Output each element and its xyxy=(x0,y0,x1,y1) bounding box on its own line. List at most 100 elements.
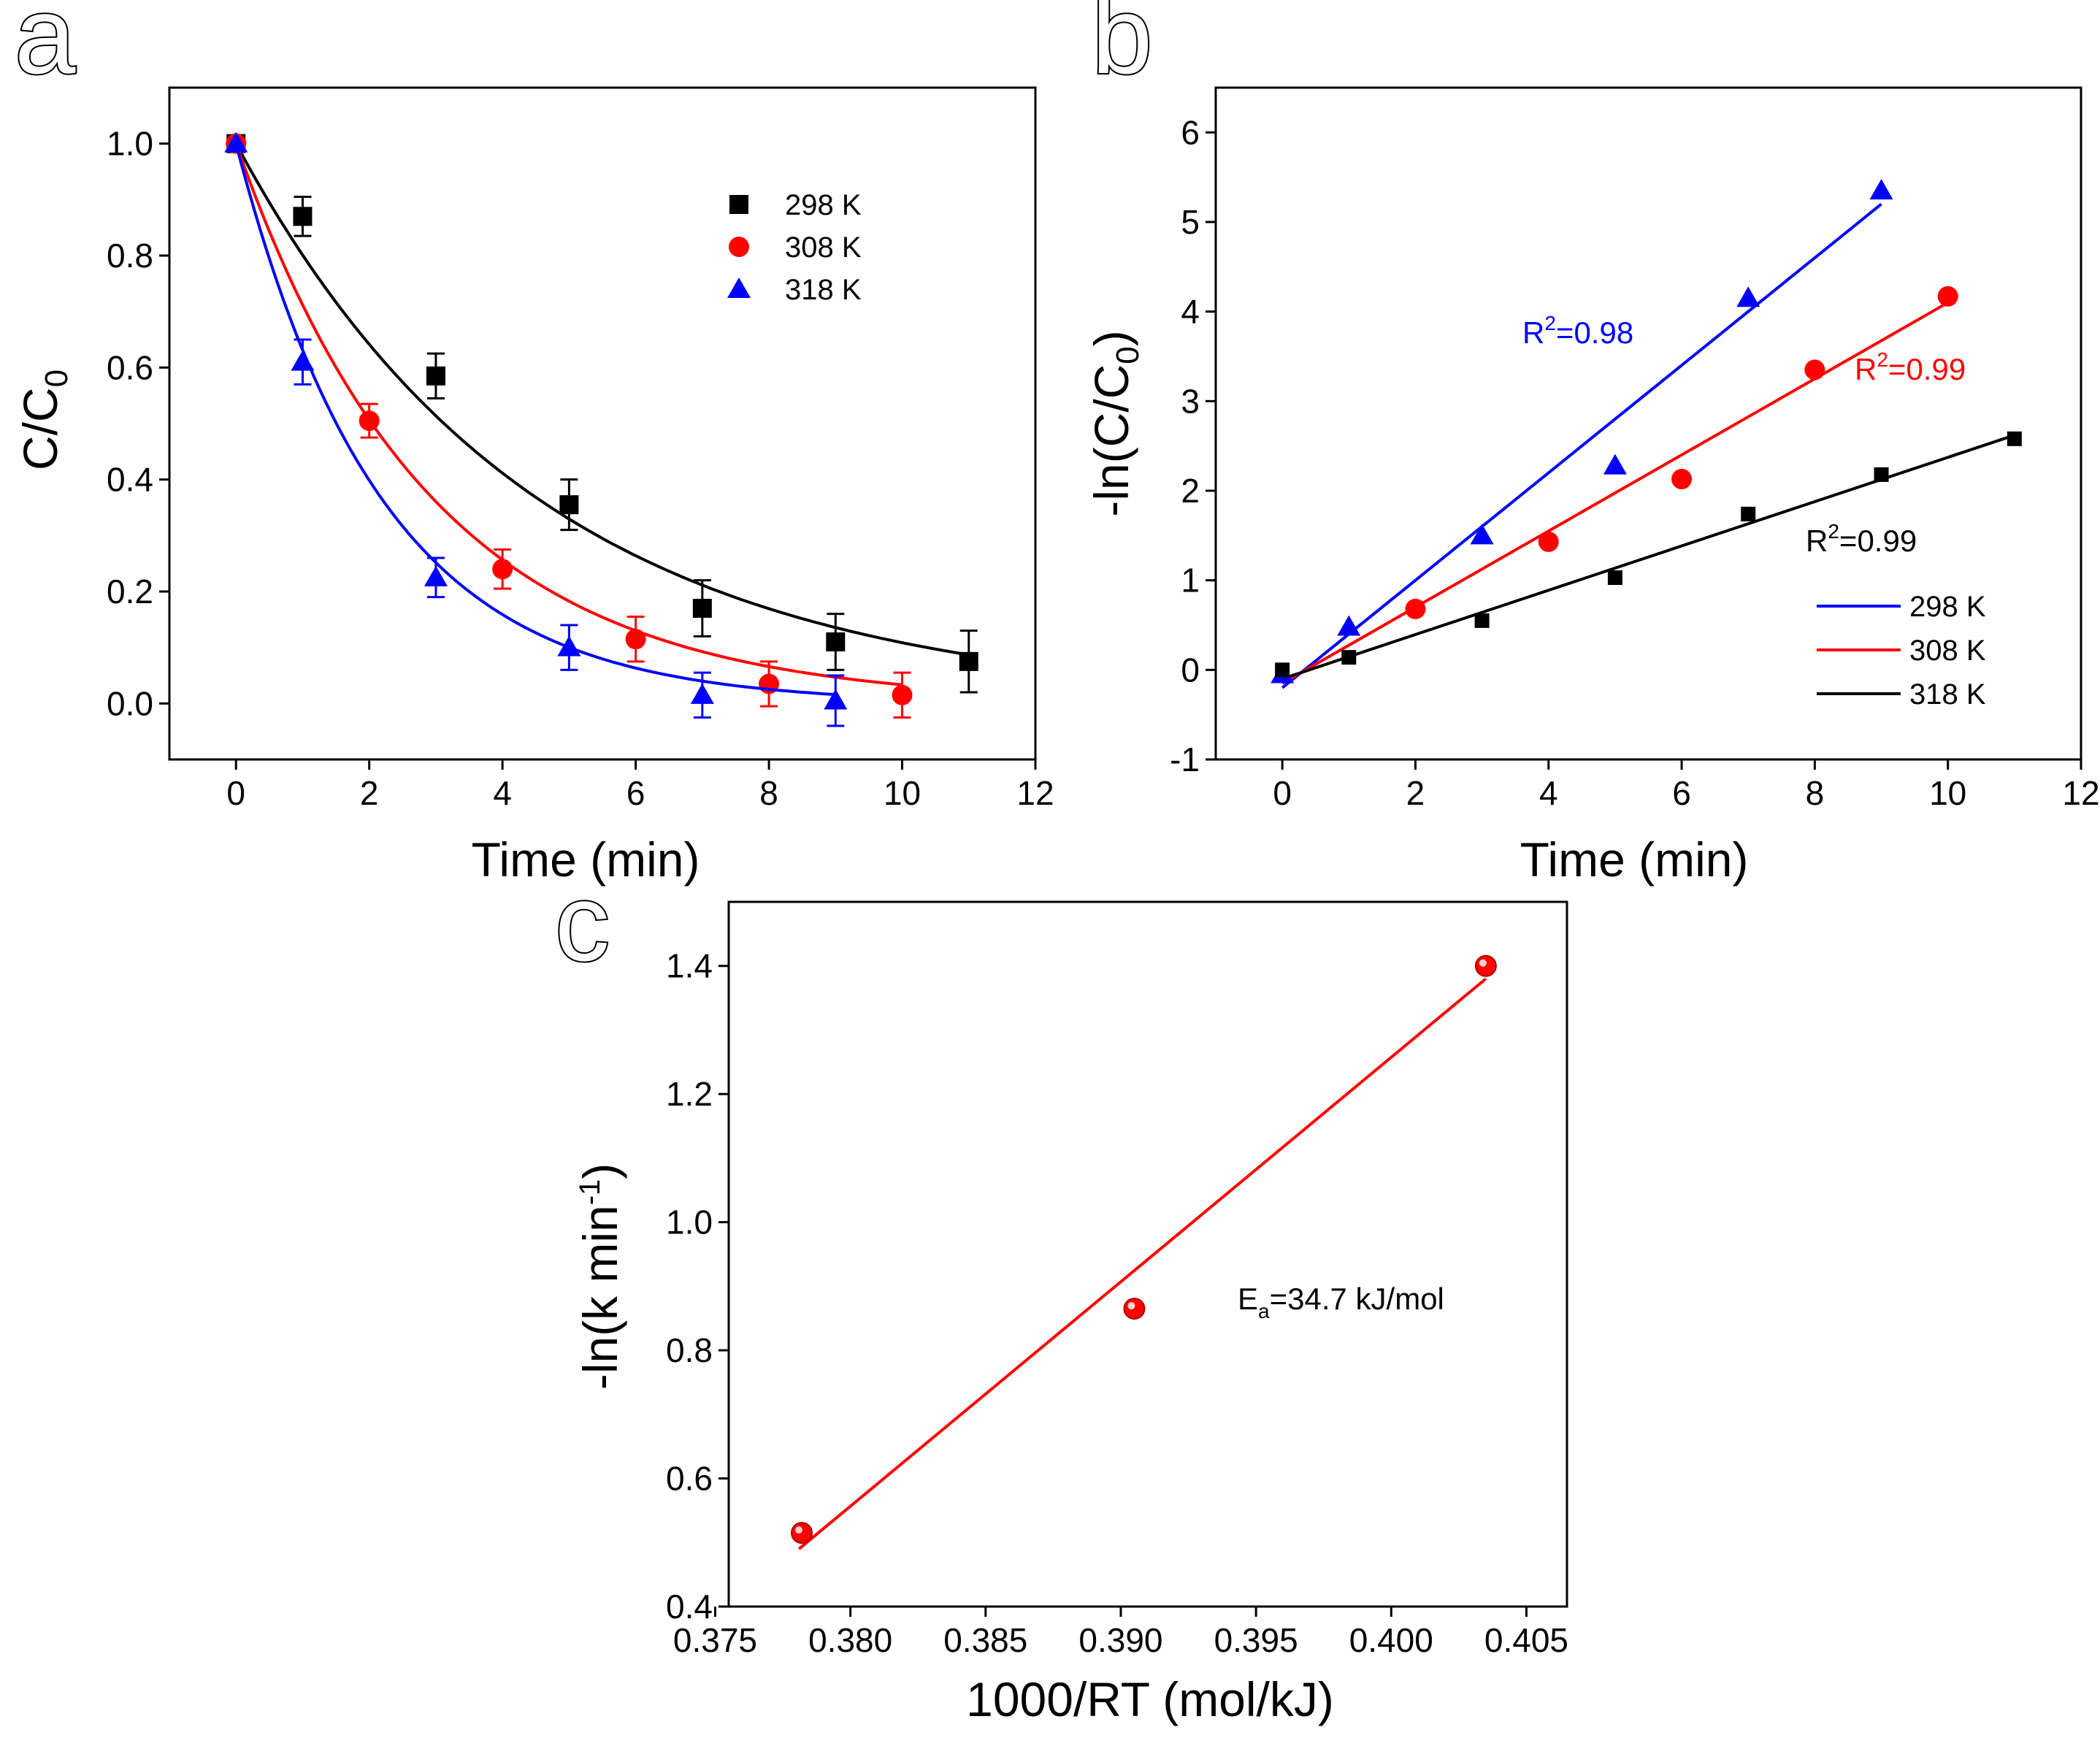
data-point-298K xyxy=(1337,615,1361,636)
y-tick-label: 1.2 xyxy=(666,1075,713,1113)
r2-label-298: R2=0.98 xyxy=(1522,312,1633,350)
fit-line xyxy=(798,977,1487,1550)
y-tick-label: 5 xyxy=(1181,203,1200,241)
legend-label: 298 K xyxy=(785,189,862,221)
legend-label: 318 K xyxy=(1909,678,1986,711)
legend-marker xyxy=(727,277,751,298)
data-point-298K xyxy=(1869,179,1893,200)
x-tick-label: 2 xyxy=(360,774,379,812)
series-marks xyxy=(1271,179,2022,689)
data-point xyxy=(1474,954,1497,977)
fit-curve-298K xyxy=(234,142,970,656)
series-marks xyxy=(224,131,978,727)
y-tick-label: 2 xyxy=(1181,472,1200,510)
data-point-298K xyxy=(1470,524,1494,545)
x-tick-label: 6 xyxy=(626,774,645,812)
x-tick-label: 0.385 xyxy=(943,1621,1027,1659)
y-tick-label: 0.6 xyxy=(107,348,153,386)
data-point-308K xyxy=(625,629,646,650)
x-tick-label: 0 xyxy=(226,774,245,812)
fit-curve-308K xyxy=(234,143,903,686)
y-tick-label: 3 xyxy=(1181,382,1200,420)
legend: 298 K 308 K 318 K xyxy=(1817,591,1986,711)
data-point xyxy=(790,1522,813,1544)
y-tick-label: 1.0 xyxy=(107,125,153,163)
x-tick-label: 2 xyxy=(1406,774,1425,812)
plot-frame xyxy=(1214,86,2082,761)
x-tick-label: 10 xyxy=(884,774,921,812)
y-axis-title: C/C0 xyxy=(13,370,74,470)
y-tick-label: 0.8 xyxy=(666,1331,713,1369)
y-tick-label: 0.0 xyxy=(107,684,153,722)
y-tick-label: 6 xyxy=(1181,113,1200,151)
x-tick-label: 12 xyxy=(1016,774,1054,812)
series-marks xyxy=(790,954,1497,1550)
x-tick-label: 0.395 xyxy=(1214,1621,1298,1659)
data-point-298K xyxy=(826,632,846,651)
y-tick-label: 0.4 xyxy=(666,1588,713,1626)
x-tick-label: 12 xyxy=(2062,774,2099,812)
data-point-318K xyxy=(2007,431,2022,446)
legend-label: 308 K xyxy=(785,231,862,264)
y-axis-title: -ln(C/C0) xyxy=(1084,330,1146,516)
data-point-318K xyxy=(424,565,448,586)
data-point-318K xyxy=(690,683,714,704)
data-point-298K xyxy=(293,207,313,226)
x-axis-title: Time (min) xyxy=(472,832,700,887)
fit-line-318K xyxy=(1281,434,2015,681)
data-point-298K xyxy=(959,651,978,671)
data-point-298K xyxy=(692,599,712,618)
data-point-308K xyxy=(1538,531,1559,552)
data-point-318K xyxy=(1874,467,1889,482)
y-tick-label: 4 xyxy=(1181,293,1200,331)
x-axis-title: Time (min) xyxy=(1520,832,1749,887)
data-point-308K xyxy=(1937,286,1958,307)
data-point-308K xyxy=(359,410,380,432)
data-point-318K xyxy=(224,131,248,153)
fit-curve-318K xyxy=(234,143,836,697)
x-tick-label: 0.390 xyxy=(1078,1621,1162,1659)
fit-line-308K xyxy=(1281,301,1949,685)
plot-frame xyxy=(727,900,1568,1608)
data-point-308K xyxy=(892,684,913,705)
data-point-298K xyxy=(426,366,445,386)
legend-marker xyxy=(729,195,748,214)
data-point-308K xyxy=(1671,469,1693,490)
fit-line-298K xyxy=(1281,202,1882,689)
y-tick-label: 0.2 xyxy=(107,573,153,610)
data-point-highlight xyxy=(794,1526,802,1534)
x-tick-label: 10 xyxy=(1929,774,1966,812)
data-point-318K xyxy=(1341,650,1357,665)
data-point-318K xyxy=(557,635,581,656)
y-tick-label: 0 xyxy=(1181,651,1200,689)
panel-c-chart: 0.375 0.380 0.385 0.390 0.395 0.400 0.405 0.4 0.… xyxy=(573,900,1568,1726)
data-point-308K xyxy=(1804,359,1825,380)
data-point-318K xyxy=(291,350,315,371)
data-point-308K xyxy=(1405,598,1426,619)
x-tick-label: 8 xyxy=(759,774,778,812)
r2-label-318: R2=0.99 xyxy=(1806,520,1917,558)
y-tick-label: 0.8 xyxy=(107,237,153,275)
data-point-298K xyxy=(1603,453,1627,475)
legend: 298 K 308 K 318 K xyxy=(727,189,862,306)
data-point-highlight xyxy=(1127,1302,1135,1310)
activation-energy-label: Ea=34.7 kJ/mol xyxy=(1238,1282,1444,1322)
plot-frame xyxy=(168,86,1037,761)
x-tick-label: 8 xyxy=(1806,774,1825,812)
x-tick-label: 0.380 xyxy=(808,1621,892,1659)
y-tick-label: 1.4 xyxy=(666,947,713,985)
x-tick-label: 0.405 xyxy=(1484,1621,1568,1659)
data-point-318K xyxy=(1474,613,1490,628)
data-point-298K xyxy=(1736,286,1760,307)
x-tick-label: 6 xyxy=(1672,774,1691,812)
axes: 0 2 4 6 8 10 12 0.0 0.2 0.4 0.6 0.8 1.0 xyxy=(107,86,1054,812)
x-tick-label: 4 xyxy=(493,774,512,812)
legend-label: 298 K xyxy=(1909,591,1986,623)
panel-a-chart: 0 2 4 6 8 10 12 0.0 0.2 0.4 0.6 0.8 1.0 Time (min) C… xyxy=(13,86,1054,887)
y-tick-label: -1 xyxy=(1170,740,1200,778)
panel-label-a: a xyxy=(15,0,76,96)
data-point-308K xyxy=(492,559,513,580)
panel-label-b: b xyxy=(1092,0,1152,96)
